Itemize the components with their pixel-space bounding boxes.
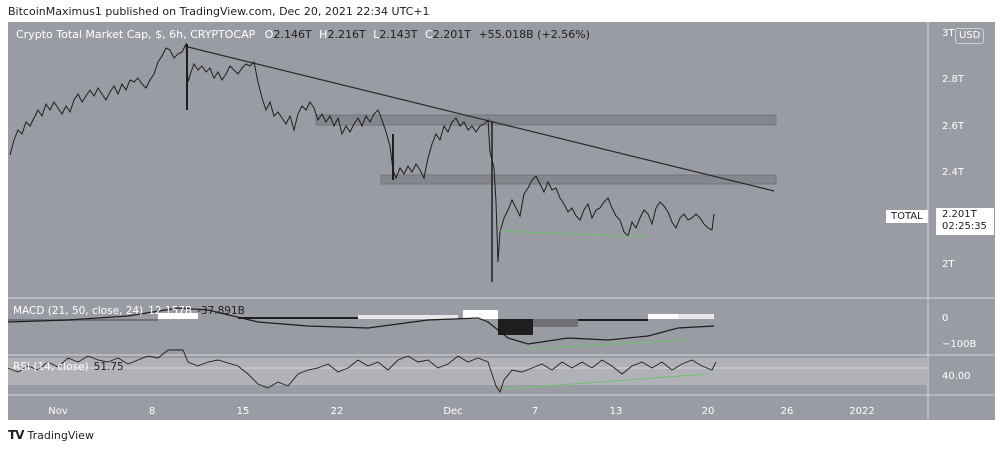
rsi-value: 51.75 [93,361,124,373]
resistance-zone[interactable] [315,114,777,126]
time-tick: Dec [443,406,463,417]
macd-value: 12.157B [148,305,193,317]
candlesticks [9,42,715,263]
open-value: 2.146T [273,28,312,41]
low-value: 2.143T [379,28,418,41]
open-label: O [264,28,274,41]
macd-legend[interactable]: MACD (21, 50, close, 24) 12.157B -37.891B [13,305,245,317]
symbol-legend[interactable]: Crypto Total Market Cap, $, 6h, CRYPTOCA… [16,28,590,41]
support-divergence-line[interactable] [499,230,649,238]
rsi-band [8,358,928,385]
change-value: +55.018B (+2.56%) [478,28,590,41]
rsi-divergence-line[interactable] [503,373,709,390]
macd-tick: 0 [942,313,949,324]
price-tick: 2T [942,259,955,270]
time-tick: 20 [701,406,715,417]
time-tick: Nov [48,406,68,417]
tradingview-brand-name: TradingView [27,428,94,442]
time-tick: 2022 [849,406,875,417]
bar-countdown: 02:25:35 [942,221,987,232]
rsi-tick: 40.00 [942,371,971,382]
tradingview-logo-icon: TV [8,428,25,442]
last-price-value: 2.201T [942,209,977,220]
symbol-tag: TOTAL [886,210,928,223]
close-label: C [425,28,433,41]
macd-signal-line [8,307,715,345]
symbol-title: Crypto Total Market Cap, $, 6h, CRYPTOCA… [16,28,256,41]
tradingview-logo[interactable]: TV TradingView [8,428,94,442]
descending-trendline[interactable] [187,46,775,192]
macd-label: MACD (21, 50, close, 24) [13,305,144,317]
price-tick: 2.4T [942,167,965,178]
time-tick: 15 [236,406,250,417]
time-tick: 22 [330,406,344,417]
chart-frame[interactable]: Crypto Total Market Cap, $, 6h, CRYPTOCA… [8,22,995,420]
time-tick: 8 [148,406,156,417]
price-tick: 2.6T [942,121,965,132]
time-tick: 26 [780,406,794,417]
low-label: L [373,28,380,41]
price-tick: 2.8T [942,74,965,85]
high-label: H [319,28,328,41]
rsi-label: RSI (14, close) [13,361,89,373]
support-resistance-zone[interactable] [380,174,777,185]
last-price-label: 2.201T 02:25:35 [936,208,994,235]
rsi-line [8,349,717,394]
macd-signal-value: -37.891B [197,305,245,317]
chart-canvas[interactable] [8,22,995,420]
price-tick: 3T [942,28,955,39]
currency-button[interactable]: USD [955,28,985,44]
rsi-legend[interactable]: RSI (14, close) 51.75 [13,361,124,373]
macd-divergence-line[interactable] [524,339,689,350]
publisher-line: BitcoinMaximus1 published on TradingView… [8,5,430,18]
macd-tick: −100B [942,339,977,350]
high-value: 2.216T [327,28,366,41]
time-tick: 13 [609,406,623,417]
time-tick: 7 [531,406,539,417]
macd-histogram [8,310,714,335]
close-value: 2.201T [432,28,471,41]
